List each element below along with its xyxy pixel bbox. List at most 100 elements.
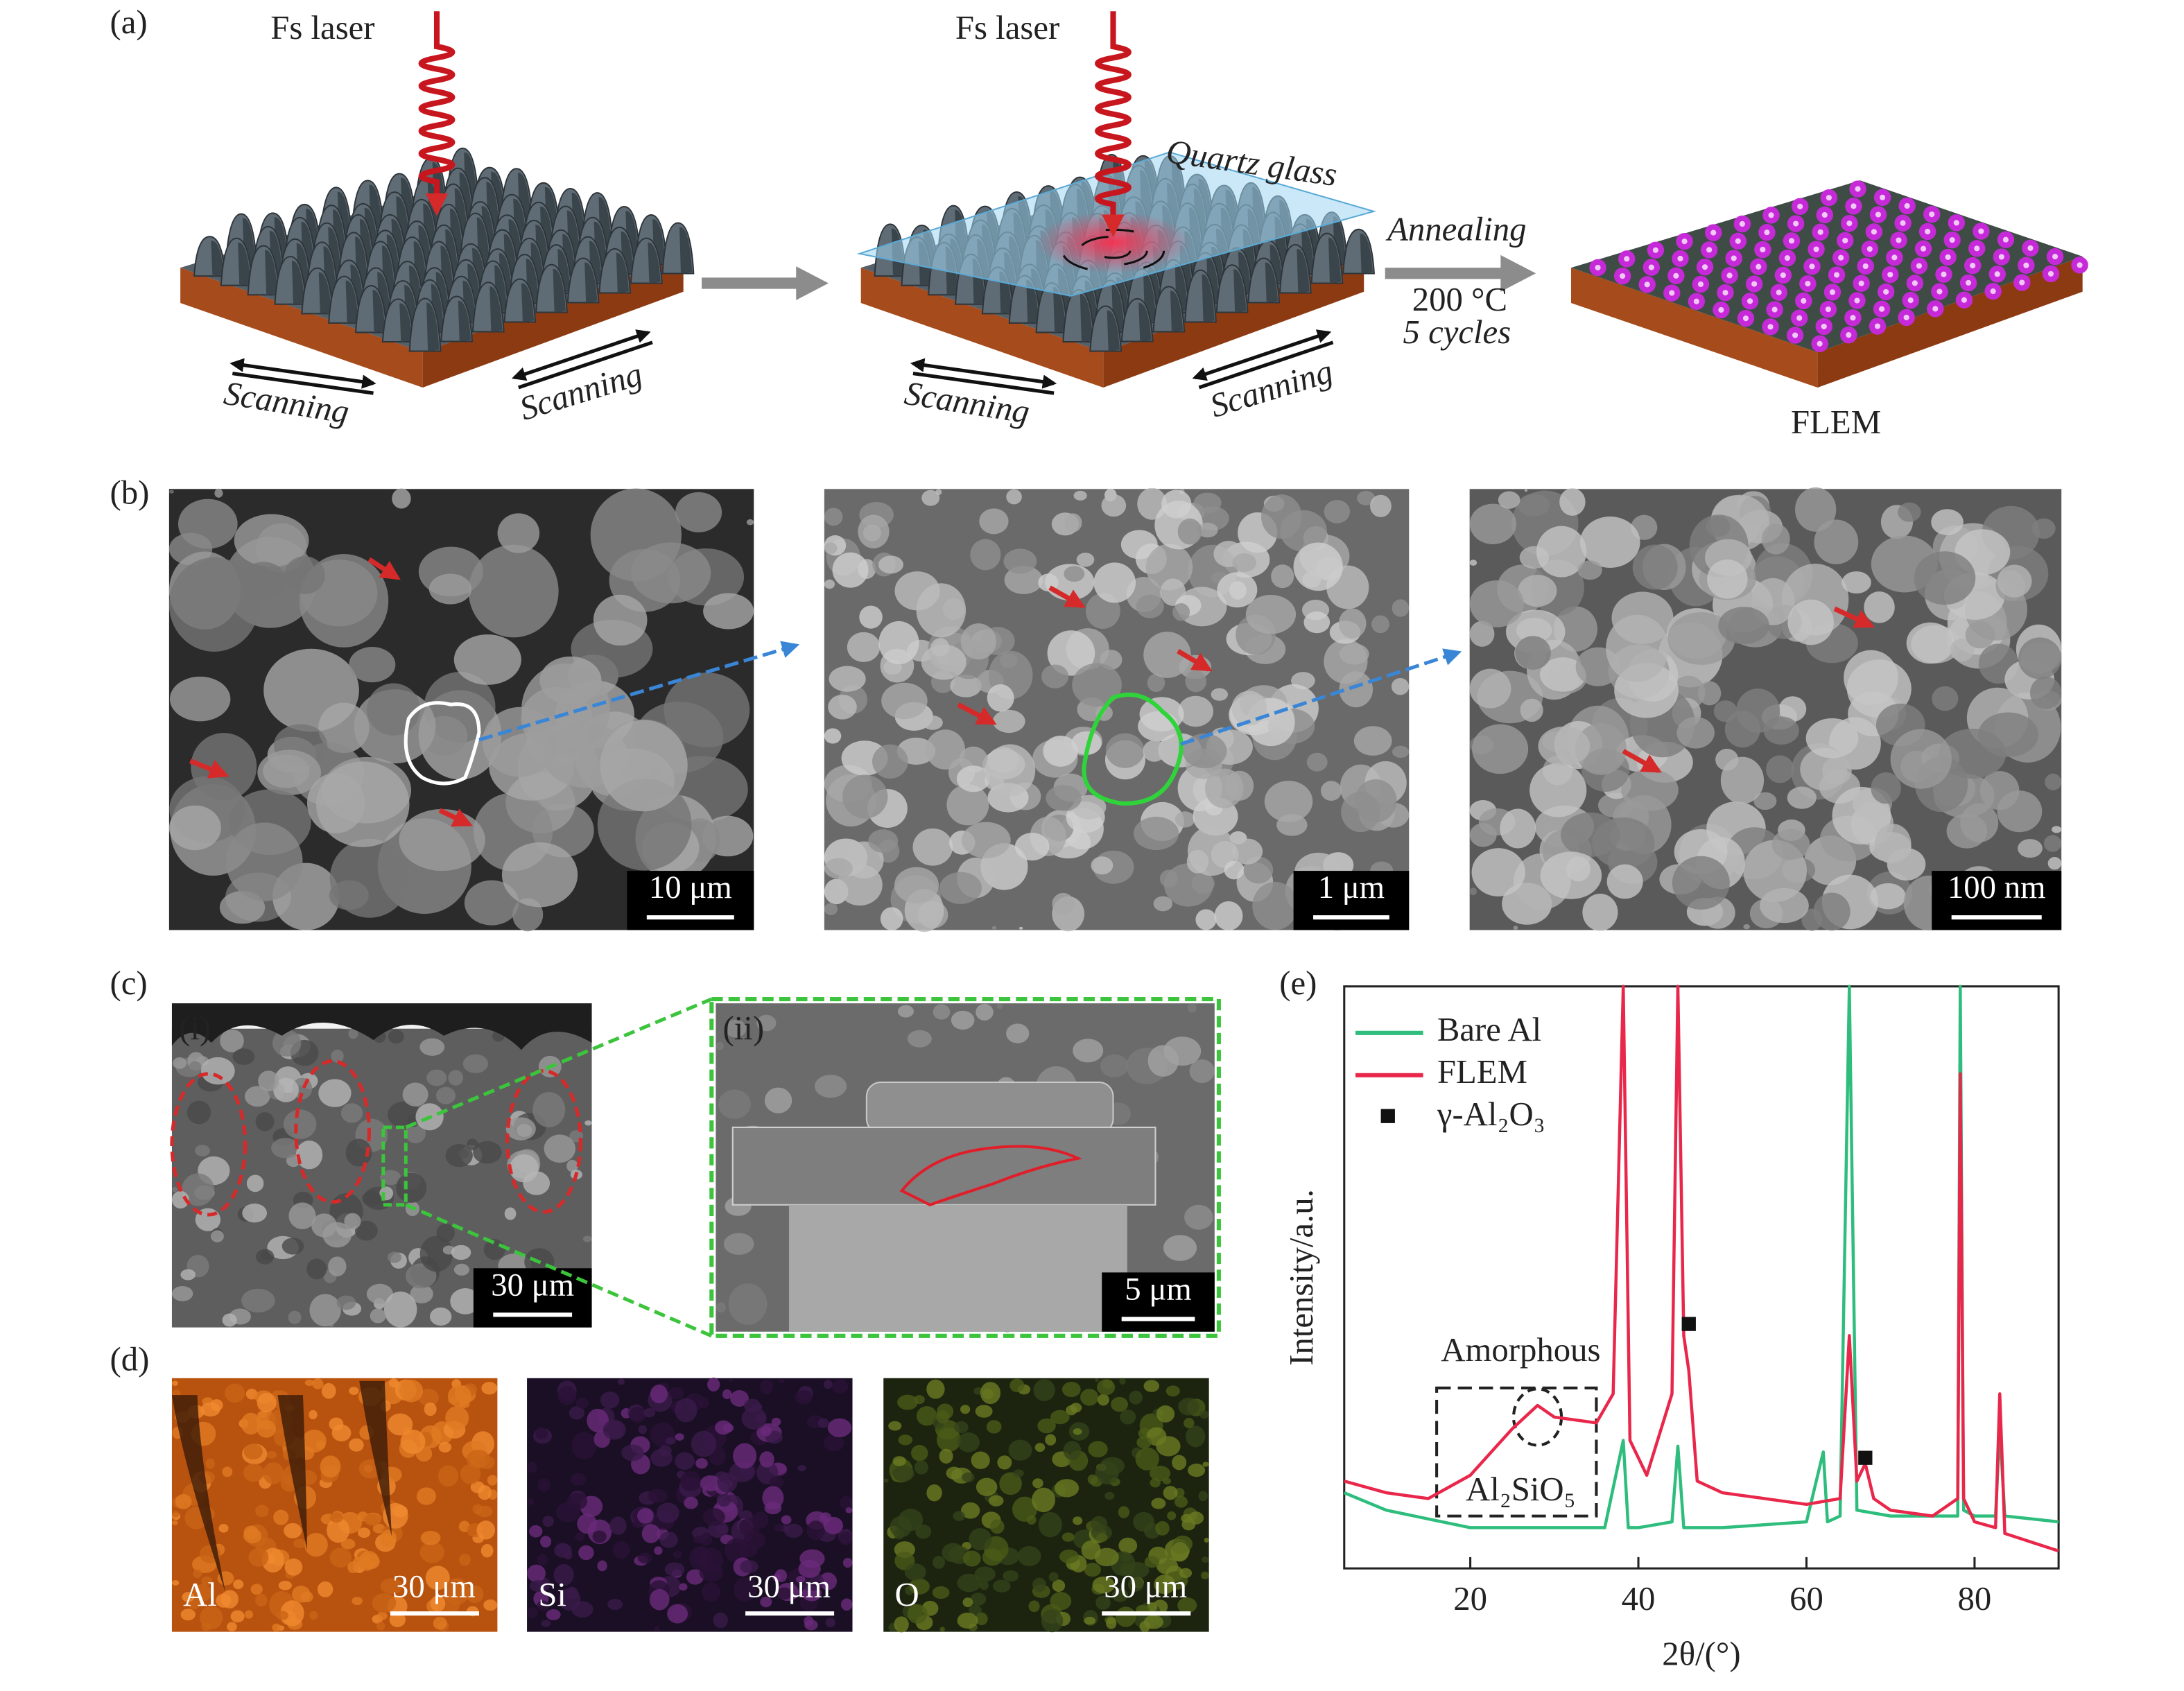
grain (1188, 1511, 1204, 1525)
grain (907, 1604, 928, 1624)
grain (349, 1438, 364, 1452)
coating-dot (1842, 237, 1848, 244)
zoom-arrow (478, 641, 800, 742)
grain (473, 1141, 502, 1164)
grain (1338, 608, 1367, 639)
coating-dot (1945, 254, 1951, 260)
grain (603, 1419, 626, 1440)
grain (1914, 551, 1976, 605)
grain (969, 1605, 982, 1615)
grain (926, 1484, 942, 1502)
grain (1105, 733, 1145, 768)
grain (592, 1530, 607, 1543)
grain (987, 684, 1014, 712)
grain (824, 858, 853, 879)
grain (429, 1307, 452, 1326)
grain (293, 1538, 306, 1549)
grain (722, 1389, 732, 1400)
grain (258, 1070, 279, 1092)
grain (1119, 1378, 1126, 1385)
grain (1184, 1418, 1195, 1429)
grain (544, 1134, 575, 1163)
grain (1205, 768, 1244, 808)
coating-dot (1793, 220, 1799, 227)
grain (1177, 1597, 1197, 1613)
grain (960, 623, 996, 660)
grain (673, 1550, 682, 1559)
grain (1369, 494, 1392, 517)
grain (921, 644, 967, 680)
region-outline (404, 701, 481, 786)
grain (825, 1618, 835, 1628)
grain (733, 1443, 757, 1469)
grain (575, 1532, 585, 1541)
coating-dot (1693, 298, 1699, 304)
grain (756, 1014, 777, 1032)
grain (915, 1524, 932, 1539)
grain (272, 1623, 281, 1632)
grain (358, 1527, 371, 1538)
grain (1159, 869, 1178, 888)
grain (416, 1487, 436, 1505)
cone-shade (1026, 279, 1039, 323)
laser-label: Fs laser (955, 9, 1059, 46)
grain (832, 1379, 849, 1394)
grain (950, 675, 982, 697)
grain (1540, 657, 1586, 692)
grain (306, 772, 365, 833)
grain (244, 1086, 270, 1107)
grain (781, 1515, 792, 1525)
grain (318, 1079, 352, 1107)
grain (539, 1536, 552, 1548)
pointer-arrow (957, 702, 997, 725)
grain (1045, 1434, 1057, 1446)
grain (1245, 594, 1297, 634)
grain (600, 720, 688, 812)
grain (1167, 1511, 1177, 1520)
grain (1214, 901, 1243, 931)
product-label: FLEM (1791, 404, 1881, 441)
grain (858, 514, 890, 548)
coating-dot (1990, 288, 1996, 295)
grain (1469, 560, 1477, 566)
grain (529, 1525, 543, 1538)
grain (1706, 516, 1731, 537)
grain (859, 605, 883, 629)
grain (1231, 838, 1263, 865)
grain (824, 903, 838, 916)
grain (1392, 599, 1410, 617)
coating-dot (1854, 297, 1860, 304)
grain (1469, 887, 1477, 896)
grain (894, 867, 939, 904)
grain (872, 744, 908, 779)
grain (476, 1520, 496, 1540)
grain (1136, 1436, 1152, 1449)
grain (201, 1057, 235, 1085)
grain (898, 1434, 913, 1446)
grain (210, 1399, 223, 1412)
grain (1111, 1588, 1129, 1602)
scale-bar-label: 30 μm (491, 1267, 574, 1303)
grain (880, 907, 903, 930)
grain (892, 1465, 915, 1482)
grain (641, 1524, 661, 1543)
grain (1575, 723, 1627, 775)
grain (1048, 1572, 1059, 1582)
coating-dot (1739, 220, 1745, 227)
scale-bar-label: 30 μm (1104, 1568, 1187, 1604)
grain (1145, 544, 1193, 591)
grain (654, 1626, 660, 1632)
grain (546, 1608, 561, 1621)
grain (609, 1516, 627, 1535)
coating-dot (1970, 263, 1976, 269)
coating-dot (1648, 264, 1654, 270)
grain (537, 1554, 548, 1566)
grain (1046, 785, 1082, 812)
grain (266, 1450, 277, 1459)
coating-dot (1776, 289, 1782, 295)
grain (577, 1514, 598, 1534)
cone-shade (553, 268, 566, 313)
grain (527, 1498, 535, 1505)
grain (2047, 856, 2062, 870)
cone-shade (521, 283, 535, 322)
